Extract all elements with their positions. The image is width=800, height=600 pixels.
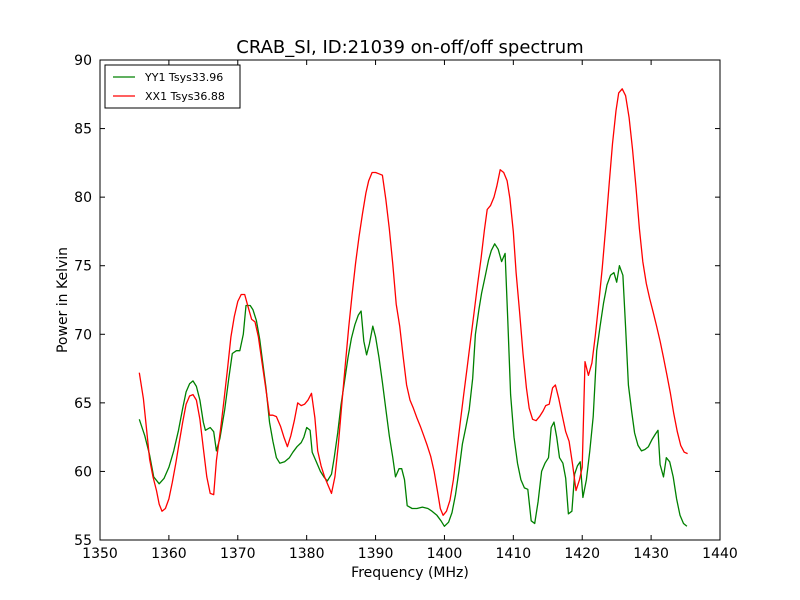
y-tick-label: 60 [74,464,92,480]
plot-area-frame [99,59,721,541]
y-tick-label: 70 [74,327,92,343]
legend: YY1 Tsys33.96 XX1 Tsys36.88 [104,64,241,109]
x-tick-label: 1390 [358,546,394,562]
y-tick-label: 80 [74,190,92,206]
chart-title: CRAB_SI, ID:21039 on-off/off spectrum [236,37,583,58]
y-tick-label: 55 [74,533,92,549]
y-tick-label: 75 [74,259,92,275]
x-tick-label: 1350 [82,546,118,562]
legend-box [104,64,241,109]
x-tick-label: 1410 [496,546,532,562]
x-tick-label: 1400 [427,546,463,562]
x-axis-label: Frequency (MHz) [351,565,469,581]
x-tick-label: 1360 [151,546,187,562]
x-axis: 1350 1360 1370 1380 1390 1400 1410 1420 1430 1440 [82,60,738,562]
y-axis-label: Power in Kelvin [55,247,71,353]
x-tick-label: 1380 [289,546,325,562]
series-line-xx1 [138,88,688,516]
y-axis: 55 60 65 70 75 80 85 90 [74,53,720,549]
x-tick-label: 1370 [220,546,256,562]
y-tick-label: 90 [74,53,92,69]
x-tick-label: 1440 [702,546,738,562]
series-line-yy1 [138,243,688,527]
y-tick-label: 65 [74,396,92,412]
legend-label: XX1 Tsys36.88 [145,90,225,103]
legend-label: YY1 Tsys33.96 [144,71,223,84]
x-tick-label: 1430 [633,546,669,562]
x-tick-label: 1420 [564,546,600,562]
y-tick-label: 85 [74,122,92,138]
